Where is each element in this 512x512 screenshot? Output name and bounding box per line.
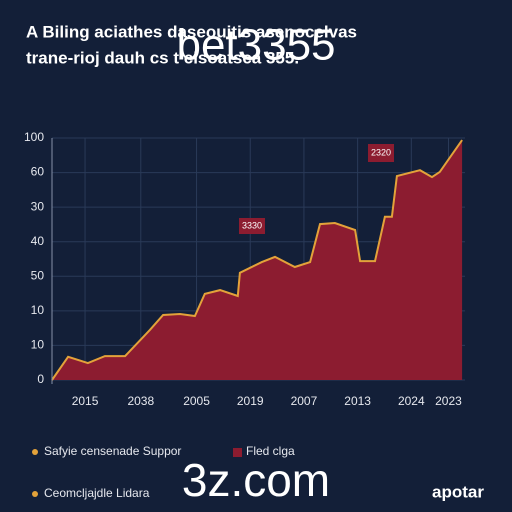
legend-label: Ceomcljajdle Lidara	[44, 486, 150, 500]
y-tick-label: 10	[31, 338, 45, 352]
annotation-box	[368, 144, 394, 162]
x-tick-label: 2024	[398, 394, 425, 408]
annotation-box	[239, 218, 265, 234]
chart-subtitle: trane-rioj dauh cs t cisoatsca 355.	[26, 48, 299, 67]
x-tick-label: 2019	[237, 394, 264, 408]
legend-label: Fled clga	[246, 444, 295, 458]
line	[51, 139, 463, 381]
x-tick-label: 2038	[127, 394, 154, 408]
annotation: 2320	[371, 147, 391, 157]
y-tick-label: 30	[31, 199, 45, 213]
y-tick-label: 100	[24, 130, 44, 144]
x-tick-label: 2005	[183, 394, 210, 408]
y-tick-label: 50	[31, 268, 45, 282]
legend-swatch	[233, 448, 242, 457]
y-tick-label: 40	[31, 234, 45, 248]
x-tick-label: 2023	[435, 394, 462, 408]
watermark: bet3355	[176, 21, 335, 70]
y-tick-label: 10	[31, 303, 45, 317]
y-tick-label: 0	[37, 372, 44, 386]
watermark: 3z.com	[182, 454, 330, 506]
x-tick-label: 2015	[72, 394, 99, 408]
y-tick-label: 60	[31, 165, 45, 179]
legend-label: Safyie censenade Suppor	[44, 444, 181, 458]
annotation: 3330	[242, 220, 262, 230]
legend-swatch	[32, 449, 38, 455]
brand: apotar	[432, 482, 484, 501]
chart-title: A Biling aciathes daseouitis asenocelvas	[26, 22, 357, 41]
x-tick-label: 2013	[344, 394, 371, 408]
x-tick-label: 2007	[291, 394, 318, 408]
legend-swatch	[32, 491, 38, 497]
plot: 0 10 10 50 40 30 60 100 2015 2038 2005 2019 2007 2013…	[24, 130, 465, 408]
area	[52, 140, 463, 380]
